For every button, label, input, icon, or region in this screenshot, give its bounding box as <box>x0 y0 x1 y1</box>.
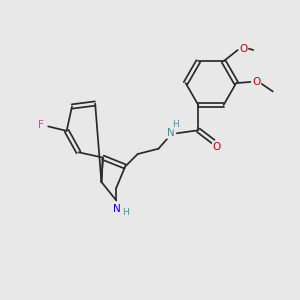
Text: F: F <box>38 120 44 130</box>
Text: O: O <box>213 142 221 152</box>
Text: O: O <box>252 77 260 87</box>
Text: N: N <box>167 128 175 138</box>
Text: N: N <box>113 204 121 214</box>
Text: H: H <box>122 208 129 217</box>
Text: H: H <box>172 120 178 129</box>
Text: O: O <box>239 44 247 54</box>
